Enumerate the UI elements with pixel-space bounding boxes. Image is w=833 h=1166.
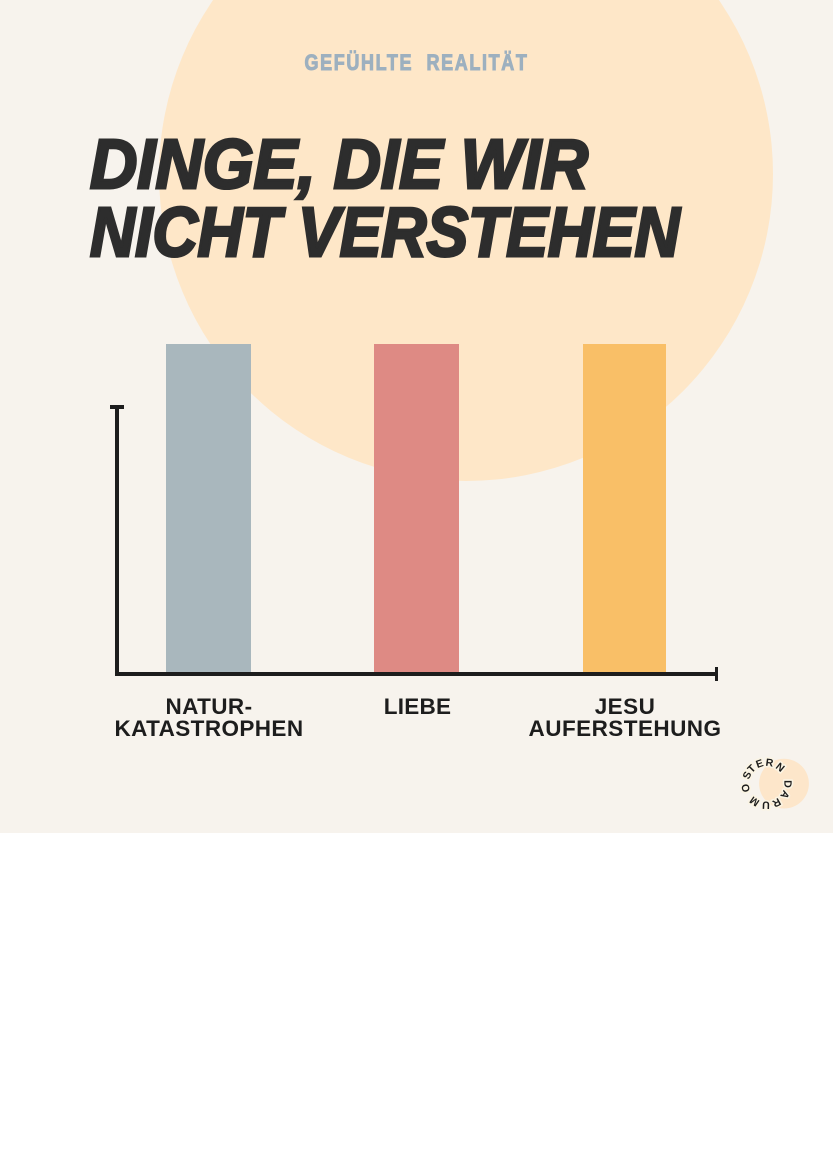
svg-text:U: U — [762, 798, 770, 810]
svg-text:D: D — [781, 780, 793, 788]
svg-text:M: M — [748, 793, 762, 808]
svg-text:O: O — [740, 783, 753, 793]
